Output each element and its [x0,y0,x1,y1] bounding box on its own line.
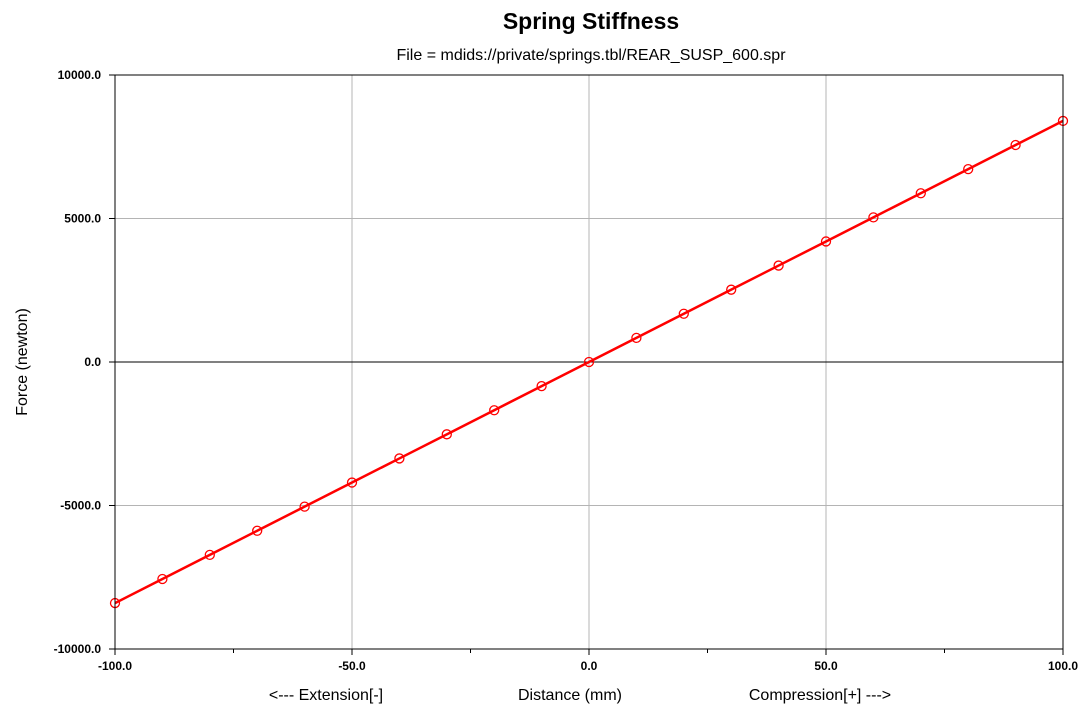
data-point-marker [441,429,452,440]
data-point-marker [583,356,595,368]
x-axis-label: Distance (mm) [518,687,622,704]
data-point-marker [678,308,689,319]
ticks-layer: -100.0 -50.0 0.0 50.0 100.0 -10000.0 -5000.0 0.… [54,68,1079,673]
series-layer [109,115,1069,609]
data-point-marker [868,212,879,223]
data-point-marker [299,501,310,512]
y-tick-label: -5000.0 [60,499,101,513]
data-point-marker [963,163,974,175]
data-point-marker [204,549,215,561]
y-tick-label: 0.0 [84,355,101,369]
data-point-marker [1010,139,1021,151]
x-tick-label: -100.0 [98,659,132,673]
chart-subtitle: File = mdids://private/springs.tbl/REAR_… [396,47,786,64]
data-point-marker [773,260,784,271]
data-point-marker [157,573,168,585]
x-tick-label: 0.0 [581,659,598,673]
series-line [114,119,1064,605]
data-point-marker [915,188,926,199]
y-axis-label: Force (newton) [14,308,31,416]
x-axis-label-compression: Compression[+] ---> [749,687,891,704]
data-point-marker [489,405,500,416]
x-tick-label: -50.0 [338,659,366,673]
x-tick-label: 50.0 [814,659,838,673]
data-point-marker [346,477,358,488]
plot-frame [114,74,1064,650]
data-point-marker [726,284,737,295]
y-tick-label: 5000.0 [64,212,101,226]
data-point-marker [394,453,405,464]
data-point-marker [252,525,263,536]
data-point-marker [536,380,547,392]
x-axis-label-extension: <--- Extension[-] [269,687,383,704]
chart-title: Spring Stiffness [503,8,679,34]
x-tick-label: 100.0 [1048,659,1078,673]
data-point-marker [631,332,642,344]
y-tick-label: -10000.0 [54,642,102,656]
y-tick-label: 10000.0 [58,68,102,82]
data-point-marker [820,236,832,247]
